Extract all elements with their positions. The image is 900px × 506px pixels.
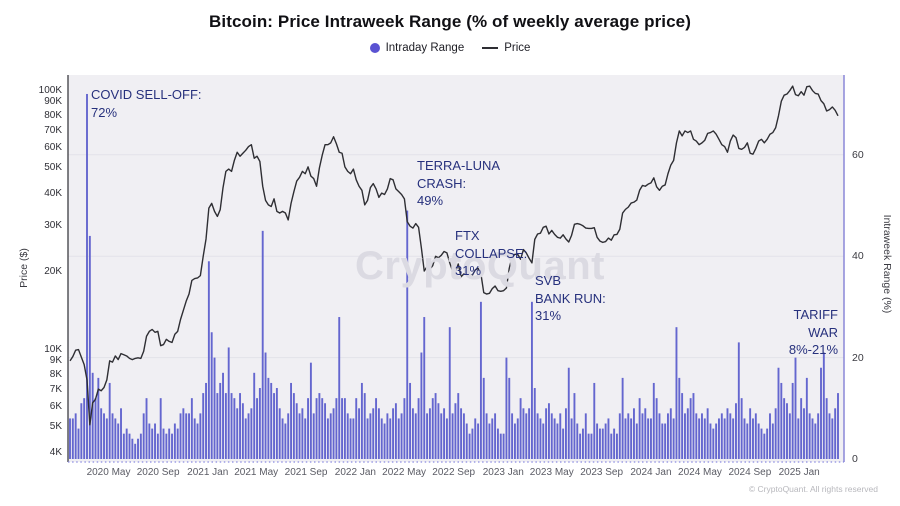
- annotation-ftx: FTX COLLAPSE: 31%: [455, 228, 528, 278]
- right-tick-60: 60: [852, 148, 864, 161]
- left-tick-5K: 5K: [49, 421, 62, 433]
- watermark: CryptoQuant: [355, 244, 605, 288]
- left-tick-8K: 8K: [49, 368, 62, 380]
- left-tick-90K: 90K: [44, 96, 62, 108]
- left-tick-4K: 4K: [49, 446, 62, 458]
- x-tick-2024-Sep: 2024 Sep: [728, 467, 772, 478]
- range-bars: [69, 93, 839, 460]
- x-tick-2024-May: 2024 May: [678, 467, 722, 478]
- x-tick-2020-May: 2020 May: [86, 467, 131, 478]
- left-tick-30K: 30K: [44, 219, 62, 231]
- x-tick-2023-Sep: 2023 Sep: [580, 467, 624, 478]
- left-tick-6K: 6K: [49, 400, 62, 412]
- right-tick-20: 20: [852, 351, 864, 364]
- chart-legend: Intraday Range Price: [0, 42, 900, 54]
- legend-item-intraday-range: Intraday Range: [369, 42, 465, 54]
- left-tick-7K: 7K: [49, 383, 62, 395]
- left-tick-50K: 50K: [44, 162, 62, 174]
- x-tick-2024-Jan: 2024 Jan: [630, 467, 672, 478]
- legend-label-price: Price: [504, 42, 531, 54]
- annotation-covid-sell-off-: COVID SELL-OFF: 72%: [91, 87, 202, 120]
- price-line-icon: [482, 47, 499, 49]
- left-tick-60K: 60K: [44, 141, 62, 153]
- right-axis-title: Intraweek Range (%): [881, 214, 893, 314]
- annotation-terra-luna: TERRA-LUNA CRASH: 49%: [417, 158, 501, 208]
- left-tick-10K: 10K: [44, 343, 62, 355]
- right-tick-40: 40: [852, 250, 864, 263]
- right-tick-0: 0: [852, 453, 858, 465]
- left-tick-9K: 9K: [49, 355, 62, 367]
- copyright-text: © CryptoQuant. All rights reserved: [748, 484, 878, 494]
- x-tick-2022-Jan: 2022 Jan: [334, 467, 376, 478]
- intraday-range-dot-icon: [369, 43, 380, 53]
- price-line: [69, 85, 839, 426]
- x-tick-2020-Sep: 2020 Sep: [136, 467, 180, 478]
- left-tick-20K: 20K: [44, 265, 62, 277]
- x-tick-2021-Jan: 2021 Jan: [187, 467, 229, 478]
- gridlines: [68, 154, 844, 359]
- annotation-tariff: TARIFF WAR 8%-21%: [788, 307, 838, 357]
- x-tick-2023-Jan: 2023 Jan: [482, 467, 524, 478]
- left-tick-80K: 80K: [44, 109, 62, 121]
- legend-label-intraday-range: Intraday Range: [385, 42, 465, 54]
- legend-item-price: Price: [482, 42, 530, 54]
- x-tick-2021-May: 2021 May: [234, 467, 279, 478]
- x-tick-2022-May: 2022 May: [382, 467, 427, 478]
- x-tick-2025-Jan: 2025 Jan: [778, 467, 820, 478]
- annotation-svb: SVB BANK RUN: 31%: [535, 273, 606, 323]
- left-tick-100K: 100K: [38, 84, 62, 96]
- x-tick-2023-May: 2023 May: [529, 467, 574, 478]
- left-tick-70K: 70K: [44, 124, 62, 136]
- left-tick-40K: 40K: [44, 187, 62, 199]
- x-tick-2022-Sep: 2022 Sep: [432, 467, 476, 478]
- x-tick-2021-Sep: 2021 Sep: [284, 467, 328, 478]
- chart-title: Bitcoin: Price Intraweek Range (% of wee…: [209, 12, 691, 31]
